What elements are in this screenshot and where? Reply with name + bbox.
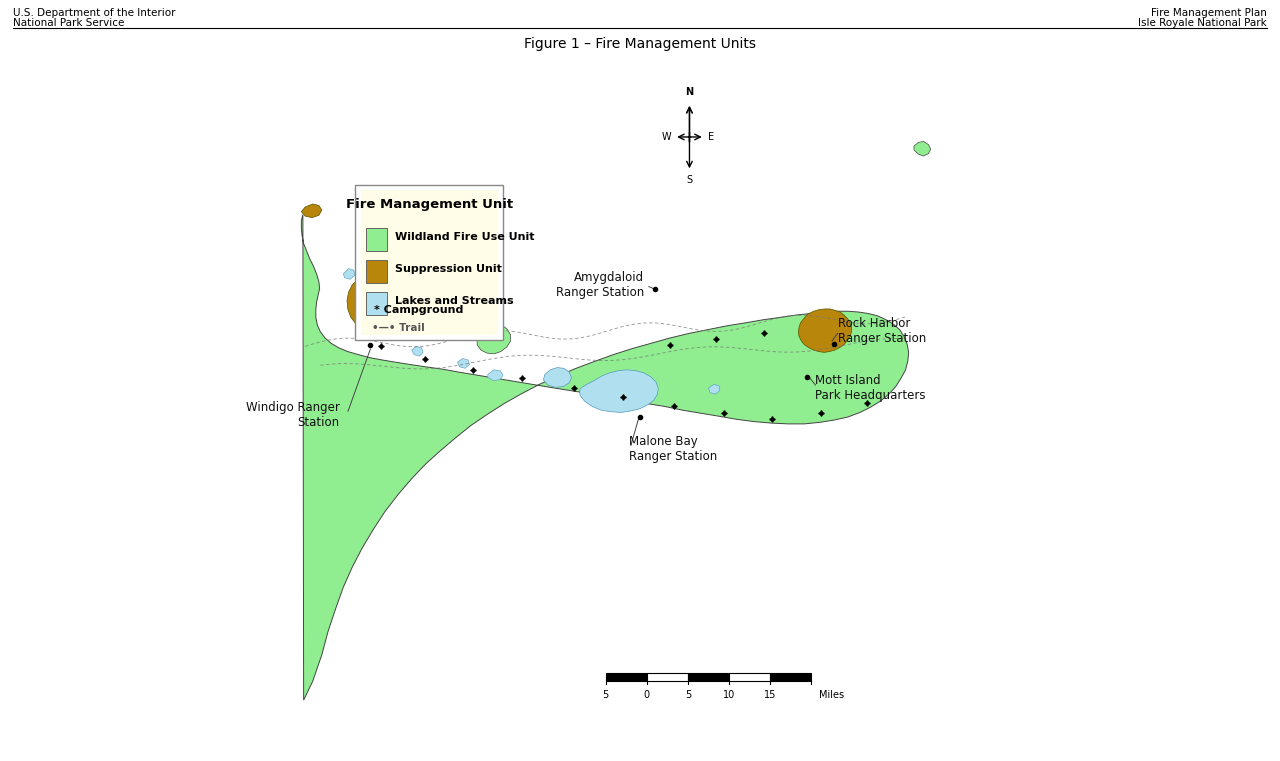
Text: Rock Harbor
Ranger Station: Rock Harbor Ranger Station [838, 317, 927, 345]
Text: 10: 10 [723, 690, 735, 700]
Text: 5: 5 [685, 690, 691, 700]
Polygon shape [457, 358, 470, 368]
Polygon shape [914, 142, 931, 156]
Bar [361, 190, 498, 335]
Text: S: S [686, 175, 692, 185]
Bar [771, 673, 812, 681]
Bar [366, 260, 388, 283]
Polygon shape [543, 368, 571, 387]
Text: 5: 5 [603, 690, 609, 700]
Polygon shape [347, 277, 385, 335]
Text: Figure 1 – Fire Management Units: Figure 1 – Fire Management Units [524, 37, 756, 50]
Text: E: E [708, 132, 714, 142]
Polygon shape [488, 370, 503, 380]
Text: Fire Management Unit: Fire Management Unit [346, 198, 513, 211]
Polygon shape [381, 316, 392, 326]
Polygon shape [799, 309, 851, 352]
Text: 15: 15 [764, 690, 776, 700]
Bar [356, 185, 503, 340]
Text: Lakes and Streams: Lakes and Streams [396, 295, 513, 306]
Text: U.S. Department of the Interior: U.S. Department of the Interior [13, 8, 175, 18]
Polygon shape [412, 346, 424, 356]
Text: Wildland Fire Use Unit: Wildland Fire Use Unit [396, 231, 535, 242]
Polygon shape [301, 204, 321, 218]
Text: National Park Service: National Park Service [13, 18, 124, 27]
Polygon shape [709, 384, 719, 394]
Polygon shape [301, 215, 909, 700]
Polygon shape [580, 370, 658, 412]
Bar [366, 228, 388, 251]
Polygon shape [477, 324, 511, 354]
Text: Miles: Miles [819, 690, 844, 700]
Polygon shape [343, 269, 355, 279]
Bar [646, 673, 687, 681]
Text: •—• Trail: •—• Trail [372, 323, 425, 333]
Text: Mott Island
Park Headquarters: Mott Island Park Headquarters [815, 374, 925, 402]
Text: Malone Bay
Ranger Station: Malone Bay Ranger Station [628, 435, 717, 463]
Text: Fire Management Plan: Fire Management Plan [1151, 8, 1267, 18]
Text: N: N [685, 88, 694, 97]
Text: Isle Royale National Park: Isle Royale National Park [1138, 18, 1267, 27]
Text: Suppression Unit: Suppression Unit [396, 263, 502, 274]
Text: Amygdaloid
Ranger Station: Amygdaloid Ranger Station [556, 272, 644, 299]
Bar [730, 673, 771, 681]
Text: Windigo Ranger
Station: Windigo Ranger Station [246, 401, 339, 428]
Bar [687, 673, 730, 681]
Bar [605, 673, 646, 681]
Text: W: W [662, 132, 671, 142]
Polygon shape [381, 247, 393, 258]
Text: * Campground: * Campground [374, 305, 463, 316]
Text: 0: 0 [644, 690, 650, 700]
Bar [366, 292, 388, 315]
